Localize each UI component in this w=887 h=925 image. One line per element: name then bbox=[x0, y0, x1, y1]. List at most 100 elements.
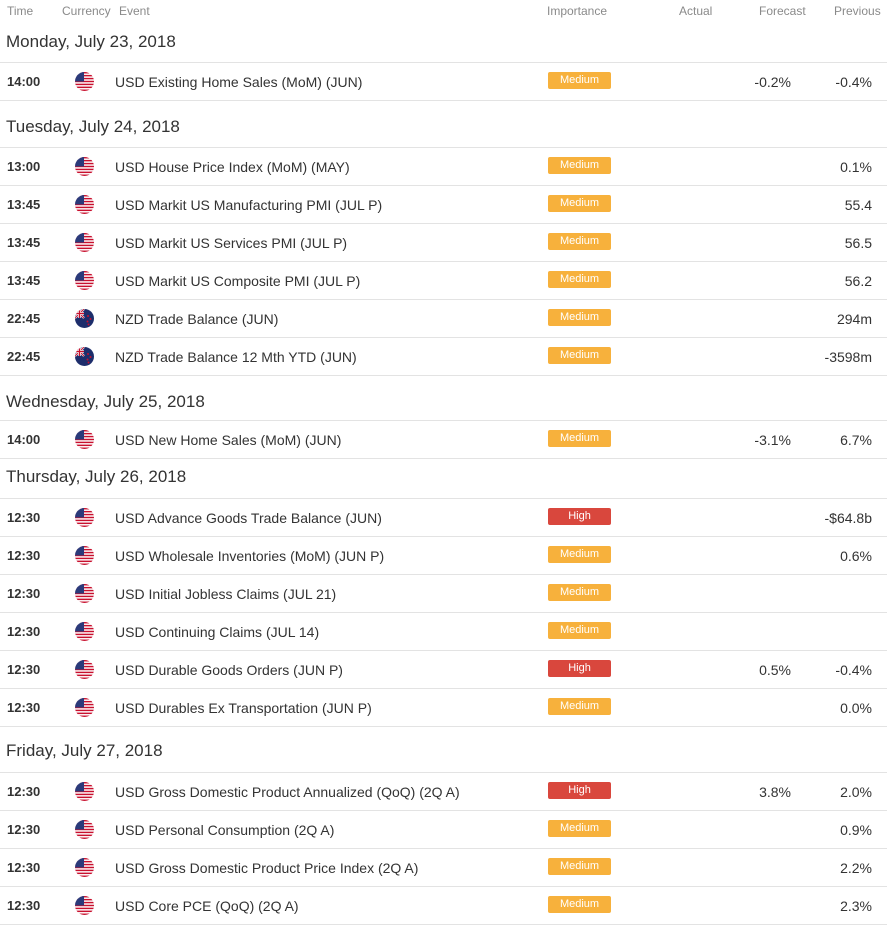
event-name[interactable]: USD Durables Ex Transportation (JUN P) bbox=[115, 700, 372, 716]
event-row[interactable]: 14:00 USD Existing Home Sales (MoM) (JUN)… bbox=[0, 62, 887, 100]
event-previous: 2.3% bbox=[840, 898, 872, 914]
event-previous: 56.5 bbox=[844, 235, 872, 251]
us-flag-icon bbox=[75, 858, 94, 877]
event-time: 12:30 bbox=[7, 548, 41, 563]
event-time: 22:45 bbox=[7, 311, 41, 326]
importance-badge: Medium bbox=[548, 584, 611, 601]
event-row[interactable]: 12:30 USD Continuing Claims (JUL 14) Mediu… bbox=[0, 612, 887, 650]
event-row[interactable]: 12:30 USD Durables Ex Transportation (JUN… bbox=[0, 688, 887, 726]
us-flag-icon bbox=[75, 584, 94, 603]
header-forecast[interactable]: Forecast bbox=[759, 4, 806, 18]
event-name[interactable]: NZD Trade Balance (JUN) bbox=[115, 311, 279, 327]
importance-badge: Medium bbox=[548, 233, 611, 250]
event-time: 13:00 bbox=[7, 159, 41, 174]
importance-badge: Medium bbox=[548, 820, 611, 837]
event-forecast: 3.8% bbox=[759, 784, 791, 800]
event-name[interactable]: USD Existing Home Sales (MoM) (JUN) bbox=[115, 74, 363, 90]
importance-badge: High bbox=[548, 782, 611, 799]
us-flag-icon bbox=[75, 820, 94, 839]
us-flag-icon bbox=[75, 698, 94, 717]
event-time: 13:45 bbox=[7, 273, 41, 288]
header-previous[interactable]: Previous bbox=[834, 4, 881, 18]
event-row[interactable]: 12:30 USD Gross Domestic Product Price In… bbox=[0, 848, 887, 886]
event-name[interactable]: USD Personal Consumption (2Q A) bbox=[115, 822, 335, 838]
us-flag-icon bbox=[75, 508, 94, 527]
event-time: 12:30 bbox=[7, 624, 41, 639]
event-row[interactable]: 12:30 USD Core PCE (QoQ) (2Q A) Medium 2.3% bbox=[0, 886, 887, 924]
importance-badge: High bbox=[548, 660, 611, 677]
header-time[interactable]: Time bbox=[7, 4, 34, 18]
event-previous: 0.9% bbox=[840, 822, 872, 838]
divider bbox=[0, 726, 887, 727]
event-time: 13:45 bbox=[7, 235, 41, 250]
header-currency[interactable]: Currency bbox=[62, 4, 111, 18]
event-name[interactable]: USD Gross Domestic Product Price Index (… bbox=[115, 860, 419, 876]
event-name[interactable]: USD New Home Sales (MoM) (JUN) bbox=[115, 432, 342, 448]
event-row[interactable]: 12:30 USD Personal Consumption (2Q A) Medi… bbox=[0, 810, 887, 848]
us-flag-icon bbox=[75, 233, 94, 252]
day-heading: Monday, July 23, 2018 bbox=[6, 32, 176, 51]
event-row[interactable]: 13:45 USD Markit US Services PMI (JUL P) M… bbox=[0, 223, 887, 261]
event-previous: 6.7% bbox=[840, 432, 872, 448]
event-name[interactable]: USD House Price Index (MoM) (MAY) bbox=[115, 159, 350, 175]
event-forecast: -3.1% bbox=[754, 432, 791, 448]
event-row[interactable]: 13:45 USD Markit US Composite PMI (JUL P)… bbox=[0, 261, 887, 299]
event-previous: 2.2% bbox=[840, 860, 872, 876]
nz-flag-icon bbox=[75, 309, 94, 328]
event-previous: -0.4% bbox=[835, 662, 872, 678]
event-row[interactable]: 13:00 USD House Price Index (MoM) (MAY) Me… bbox=[0, 147, 887, 185]
event-time: 12:30 bbox=[7, 586, 41, 601]
importance-badge: Medium bbox=[548, 858, 611, 875]
us-flag-icon bbox=[75, 430, 94, 449]
event-row[interactable]: 12:30 USD Advance Goods Trade Balance (JU… bbox=[0, 498, 887, 536]
event-name[interactable]: NZD Trade Balance 12 Mth YTD (JUN) bbox=[115, 349, 357, 365]
nz-flag-icon bbox=[75, 347, 94, 366]
us-flag-icon bbox=[75, 782, 94, 801]
event-name[interactable]: USD Core PCE (QoQ) (2Q A) bbox=[115, 898, 299, 914]
importance-badge: Medium bbox=[548, 698, 611, 715]
event-previous: 55.4 bbox=[844, 197, 872, 213]
divider bbox=[0, 458, 887, 459]
header-importance[interactable]: Importance bbox=[547, 4, 608, 18]
day-heading: Tuesday, July 24, 2018 bbox=[6, 117, 180, 136]
event-row[interactable]: 12:30 USD Durable Goods Orders (JUN P) Hig… bbox=[0, 650, 887, 688]
header-actual[interactable]: Actual bbox=[679, 4, 713, 18]
event-name[interactable]: USD Markit US Manufacturing PMI (JUL P) bbox=[115, 197, 383, 213]
importance-badge: Medium bbox=[548, 309, 611, 326]
event-name[interactable]: USD Markit US Composite PMI (JUL P) bbox=[115, 273, 361, 289]
event-row[interactable]: 13:45 USD Markit US Manufacturing PMI (JU… bbox=[0, 185, 887, 223]
importance-badge: Medium bbox=[548, 157, 611, 174]
event-previous: 0.0% bbox=[840, 700, 872, 716]
event-row[interactable]: 22:45 NZD Trade Balance 12 Mth YTD (JUN) M… bbox=[0, 337, 887, 375]
event-name[interactable]: USD Durable Goods Orders (JUN P) bbox=[115, 662, 343, 678]
event-row[interactable]: 14:00 USD New Home Sales (MoM) (JUN) Mediu… bbox=[0, 420, 887, 458]
event-previous: 2.0% bbox=[840, 784, 872, 800]
event-name[interactable]: USD Advance Goods Trade Balance (JUN) bbox=[115, 510, 382, 526]
us-flag-icon bbox=[75, 660, 94, 679]
header-event[interactable]: Event bbox=[119, 4, 150, 18]
us-flag-icon bbox=[75, 195, 94, 214]
event-row[interactable]: 22:45 NZD Trade Balance (JUN) Medium 294m bbox=[0, 299, 887, 337]
day-heading: Friday, July 27, 2018 bbox=[6, 741, 163, 760]
day-heading: Thursday, July 26, 2018 bbox=[6, 467, 187, 486]
us-flag-icon bbox=[75, 157, 94, 176]
event-name[interactable]: USD Markit US Services PMI (JUL P) bbox=[115, 235, 348, 251]
event-time: 12:30 bbox=[7, 662, 41, 677]
event-time: 12:30 bbox=[7, 700, 41, 715]
event-row[interactable]: 12:30 USD Gross Domestic Product Annualiz… bbox=[0, 772, 887, 810]
importance-badge: Medium bbox=[548, 546, 611, 563]
event-previous: -0.4% bbox=[835, 74, 872, 90]
event-row[interactable]: 12:30 USD Wholesale Inventories (MoM) (JU… bbox=[0, 536, 887, 574]
divider bbox=[0, 375, 887, 376]
event-name[interactable]: USD Wholesale Inventories (MoM) (JUN P) bbox=[115, 548, 385, 564]
divider bbox=[0, 100, 887, 101]
event-name[interactable]: USD Initial Jobless Claims (JUL 21) bbox=[115, 586, 337, 602]
event-name[interactable]: USD Gross Domestic Product Annualized (Q… bbox=[115, 784, 460, 800]
event-previous: -3598m bbox=[824, 349, 872, 365]
event-name[interactable]: USD Continuing Claims (JUL 14) bbox=[115, 624, 320, 640]
us-flag-icon bbox=[75, 896, 94, 915]
day-heading: Wednesday, July 25, 2018 bbox=[6, 392, 205, 411]
calendar-header: Time Currency Event Importance Actual Fo… bbox=[0, 0, 887, 24]
us-flag-icon bbox=[75, 546, 94, 565]
event-row[interactable]: 12:30 USD Initial Jobless Claims (JUL 21)… bbox=[0, 574, 887, 612]
